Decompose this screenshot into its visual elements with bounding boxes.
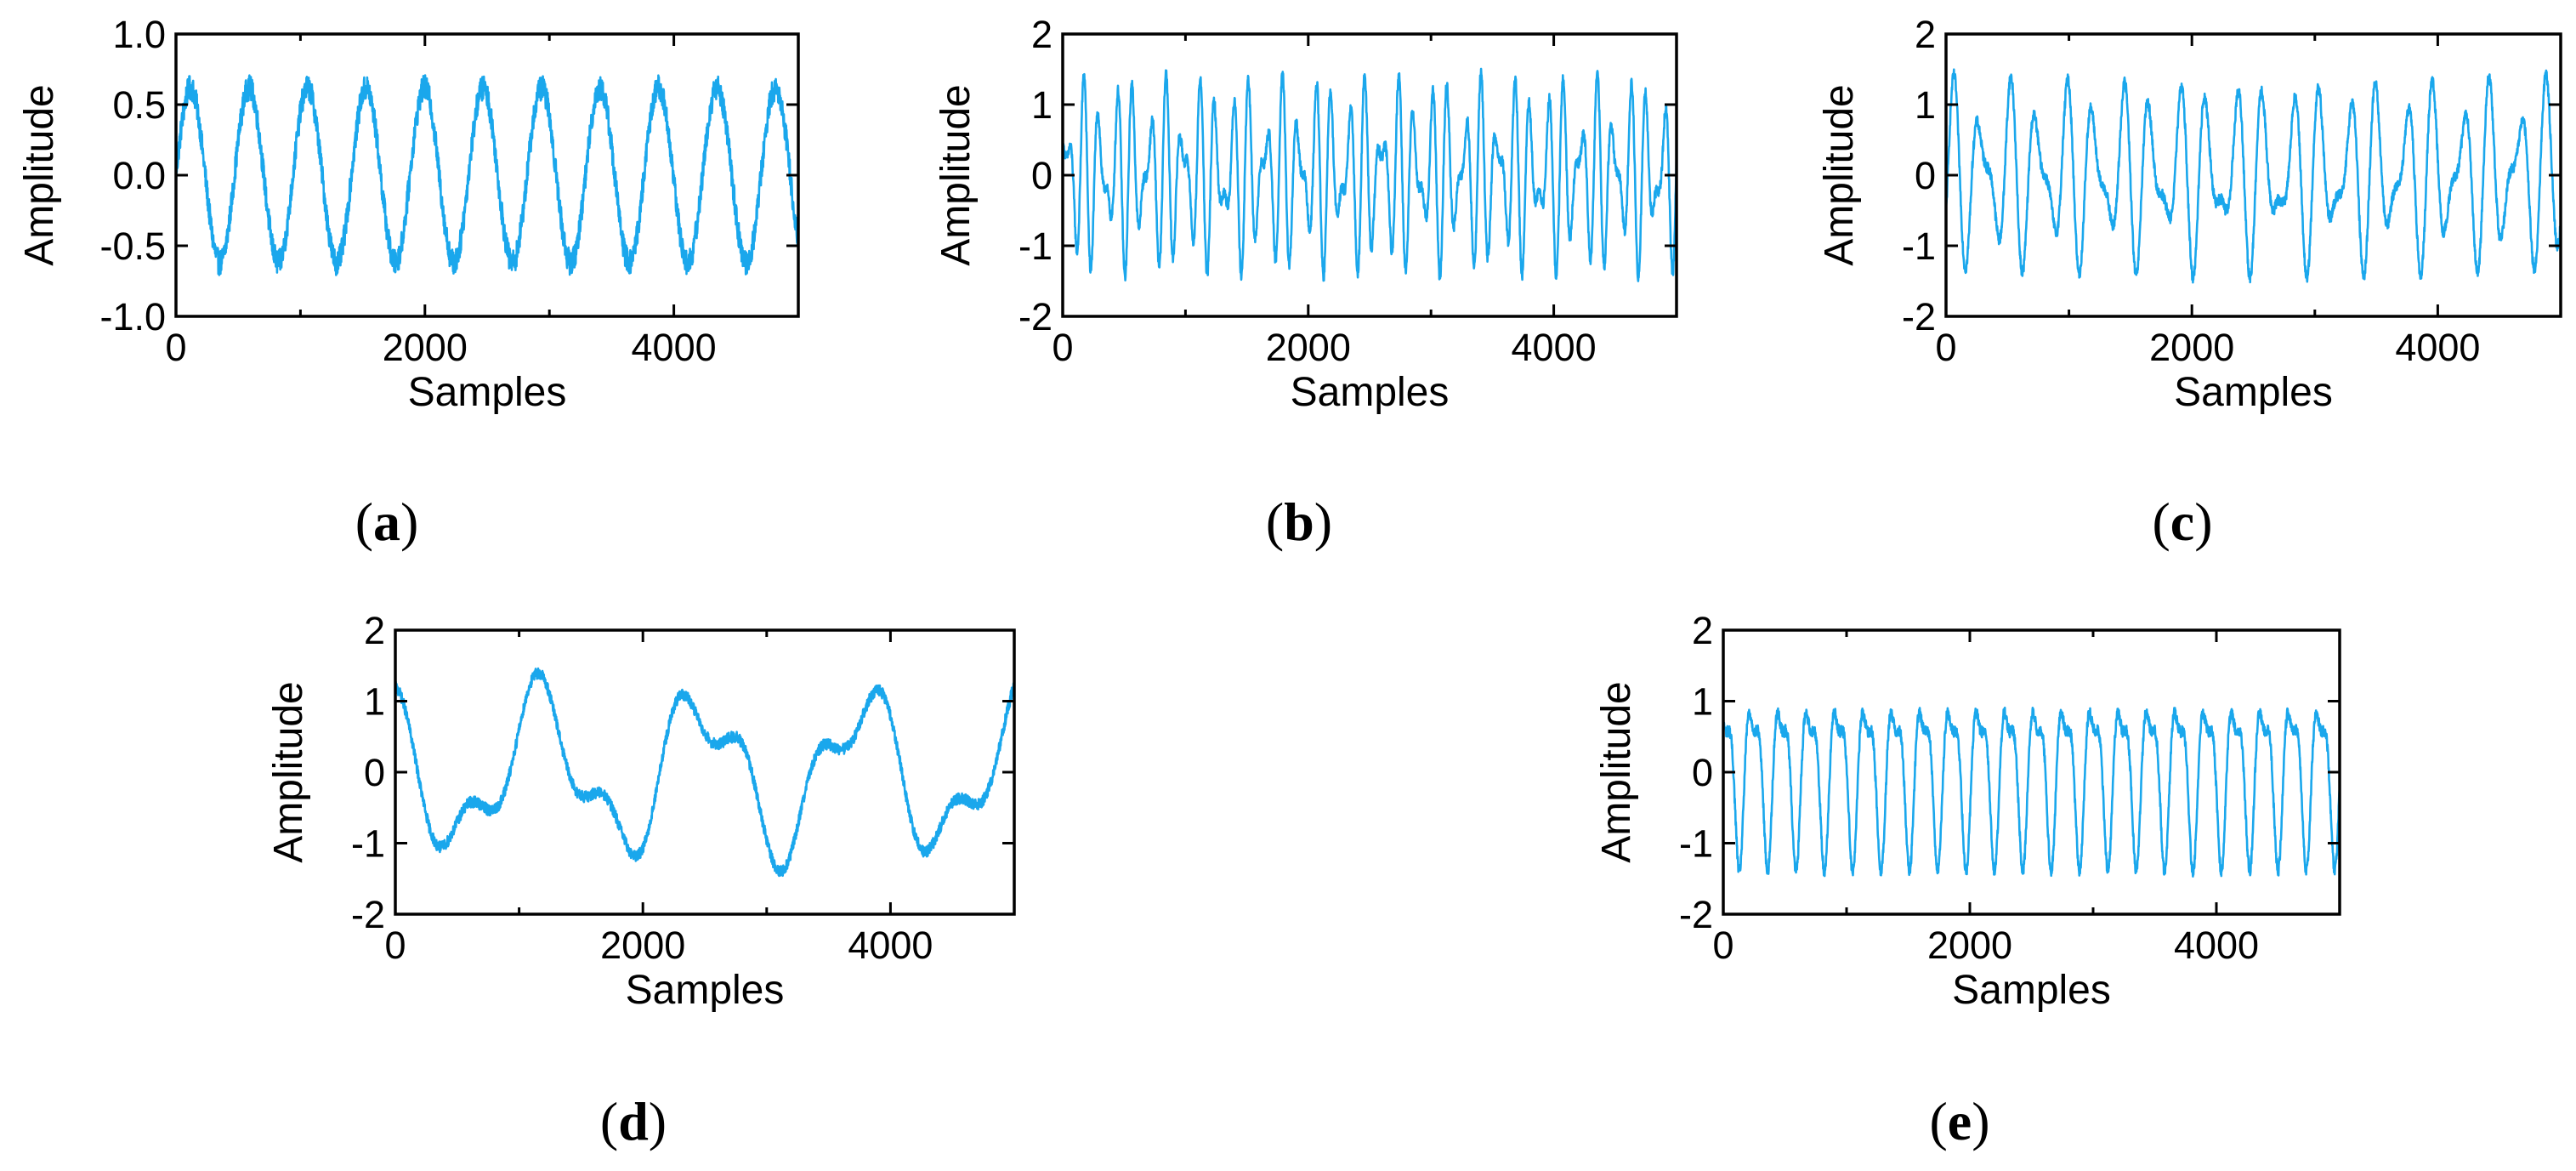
plot-d: 0 2000 4000 -2 -1 0 1 2 Samples Amplitude [266,609,1016,1013]
plot-e: 0 2000 4000 -2 -1 0 1 2 Samples Amplitude [1594,609,2341,1013]
x-tick-label: 2000 [2149,326,2234,369]
series-line-d [394,667,1016,878]
series-line-a [174,74,800,276]
x-tick-label: 4000 [848,924,933,967]
panel-label-c: (c) [2152,492,2212,552]
x-tick-label: 4000 [2174,924,2259,967]
y-tick-label: -1 [1018,225,1053,268]
y-tick-label: 1 [364,680,385,724]
x-axis-label: Samples [408,370,567,415]
y-tick-label: 2 [364,609,385,652]
panel-label-e: (e) [1929,1091,1989,1151]
y-axis-label: Amplitude [1817,84,1862,265]
x-axis-label: Samples [1952,968,2111,1013]
y-tick-label: -2 [1902,295,1936,338]
panel-d: 0 2000 4000 -2 -1 0 1 2 Samples Amplitude (d) [266,609,1016,1151]
x-axis-label: Samples [626,968,785,1013]
y-tick-label: -2 [1679,893,1713,936]
y-axis-label: Amplitude [933,84,979,265]
x-tick-label: 0 [384,924,406,967]
y-tick-label: -1 [1902,225,1936,268]
x-tick-label: 2000 [1927,924,2012,967]
y-tick-label: 1 [1915,83,1936,127]
y-tick-label: 2 [1031,13,1053,56]
series-line-b [1061,67,1678,282]
axes-frame-c [1944,32,2562,318]
plot-a: 0 2000 4000 -1.0 -0.5 0.0 0.5 1.0 Samples Amplitu… [17,13,800,415]
x-tick-label: 2000 [383,326,468,369]
x-axis-label: Samples [2174,370,2333,415]
panel-c: 0 2000 4000 -2 -1 0 1 2 Samples Amplitude (c) [1817,13,2562,552]
y-tick-label: 0.0 [112,154,166,197]
y-tick-label: 0 [1031,154,1053,197]
series-line-c [1944,68,2562,284]
y-tick-label: 1.0 [112,13,166,56]
x-tick-label: 0 [1052,326,1073,369]
axes-frame-a [174,32,800,318]
plot-c: 0 2000 4000 -2 -1 0 1 2 Samples Amplitude [1817,13,2562,415]
y-tick-label: -0.5 [99,225,166,268]
x-tick-label: 0 [165,326,186,369]
plot-b: 0 2000 4000 -2 -1 0 1 2 Samples Amplitude [933,13,1678,415]
panel-a: 0 2000 4000 -1.0 -0.5 0.0 0.5 1.0 Samples Amplitu… [17,13,800,552]
y-tick-label: -2 [1018,295,1053,338]
x-tick-label: 2000 [1266,326,1351,369]
y-tick-label: 0 [1915,154,1936,197]
y-tick-label: 0 [364,751,385,794]
axes-frame-e [1722,628,2341,916]
y-axis-label: Amplitude [1594,681,1639,862]
y-tick-label: 2 [1692,609,1713,652]
y-tick-label: 2 [1915,13,1936,56]
y-tick-label: -1 [1679,822,1713,866]
panel-b: 0 2000 4000 -2 -1 0 1 2 Samples Amplitude (b) [933,13,1678,552]
x-tick-label: 0 [1712,924,1733,967]
panel-label-b: (b) [1266,492,1332,552]
y-axis-label: Amplitude [266,681,311,862]
y-tick-label: -1 [351,822,385,866]
series-line-e [1722,706,2341,878]
x-tick-label: 2000 [600,924,685,967]
y-tick-label: 0.5 [112,83,166,127]
panel-label-a: (a) [355,492,419,552]
y-tick-label: 1 [1031,83,1053,127]
y-tick-label: 0 [1692,751,1713,794]
panel-e: 0 2000 4000 -2 -1 0 1 2 Samples Amplitude (e) [1594,609,2341,1151]
x-tick-label: 4000 [632,326,717,369]
y-tick-label: 1 [1692,680,1713,724]
y-tick-label: -1.0 [99,295,166,338]
axes-frame-d [394,628,1016,916]
y-tick-label: -2 [351,893,385,936]
y-axis-label: Amplitude [17,84,62,265]
x-axis-label: Samples [1291,370,1450,415]
panel-label-d: (d) [600,1091,667,1151]
x-tick-label: 4000 [2395,326,2480,369]
x-tick-label: 0 [1935,326,1956,369]
x-tick-label: 4000 [1512,326,1597,369]
